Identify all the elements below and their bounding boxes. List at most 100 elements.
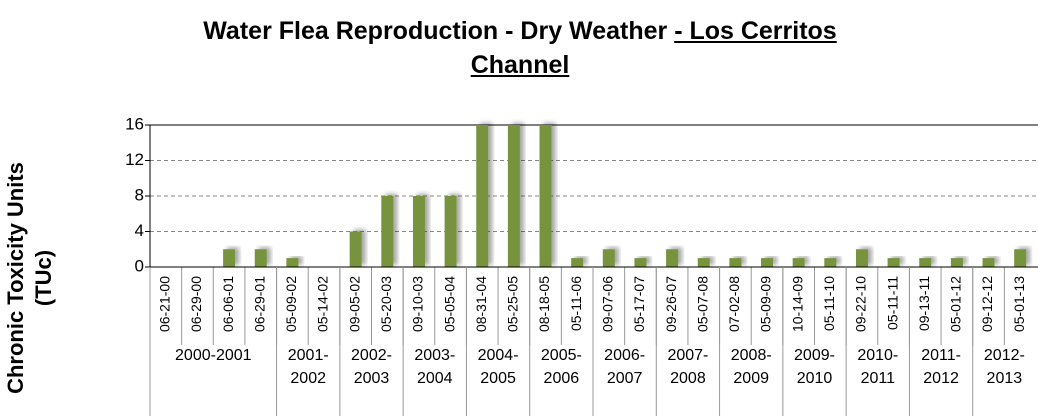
x-tick-label: 08-18-05 [536, 276, 552, 332]
group-label-line: 2013 [987, 370, 1023, 387]
bar [381, 196, 394, 267]
group-label-line: 2005- [541, 347, 582, 364]
x-tick-label: 09-07-06 [600, 276, 616, 332]
group-label-line: 2006 [544, 370, 580, 387]
bar [602, 249, 615, 267]
x-tick-label: 05-09-09 [758, 276, 774, 332]
bar [982, 258, 995, 267]
bar [1014, 249, 1027, 267]
group-label: 2003- 2004 [414, 347, 455, 387]
x-tick-label: 09-26-07 [663, 276, 679, 332]
group-label-line: 2007- [667, 347, 708, 364]
x-tick-label: 05-01-13 [1011, 276, 1027, 332]
bar [887, 258, 900, 267]
bar [254, 249, 267, 267]
bar [539, 125, 552, 267]
bar [824, 258, 837, 267]
group-label: 2005- 2006 [541, 347, 582, 387]
bar [476, 125, 489, 267]
x-tick-label: 06-29-01 [251, 276, 267, 332]
group-label-line: 2008- [731, 347, 772, 364]
group-label: 2001- 2002 [288, 347, 329, 387]
group-label: 2004- 2005 [478, 347, 519, 387]
group-label-line: 2009 [733, 370, 769, 387]
group-label-line: 2003 [354, 370, 390, 387]
group-label-line: 2001- [288, 347, 329, 364]
group-label-line: 2010 [797, 370, 833, 387]
bar [412, 196, 425, 267]
x-tick-label: 05-01-12 [948, 276, 964, 332]
bar [919, 258, 932, 267]
bar [507, 125, 520, 267]
x-tick-label: 06-21-00 [157, 276, 173, 332]
x-tick-label: 09-05-02 [346, 276, 362, 332]
x-tick-label: 06-29-00 [188, 276, 204, 332]
x-tick-label: 05-09-02 [283, 276, 299, 332]
bar [571, 258, 584, 267]
bar [855, 249, 868, 267]
x-tick-label: 10-14-09 [789, 276, 805, 332]
group-label-line: 2004 [417, 370, 453, 387]
group-label-line: 2002- [351, 347, 392, 364]
group-label-line: 2012- [984, 347, 1025, 364]
x-tick-label: 05-07-08 [694, 276, 710, 332]
x-tick-label: 05-11-10 [821, 276, 837, 331]
x-tick-label: 05-11-11 [884, 276, 900, 330]
x-tick-label: 07-02-08 [726, 276, 742, 332]
x-tick-label: 09-13-11 [916, 276, 932, 331]
bar [349, 231, 362, 267]
group-label: 2006- 2007 [604, 347, 645, 387]
x-tick-label: 09-12-12 [979, 276, 995, 332]
bar [729, 258, 742, 267]
bar [950, 258, 963, 267]
group-label-line: 2003- [414, 347, 455, 364]
group-label-line: 2004- [478, 347, 519, 364]
title-part: Water Flea Reproduction - Dry Weather [203, 17, 675, 45]
bar [666, 249, 679, 267]
bar [444, 196, 457, 267]
x-tick-label: 05-05-04 [441, 276, 457, 332]
group-label: 2000-2001 [175, 347, 252, 364]
group-label: 2007- 2008 [667, 347, 708, 387]
x-tick-label: 05-25-05 [505, 276, 521, 332]
chart-title: Water Flea Reproduction - Dry Weather - … [170, 14, 870, 82]
x-tick-label: 05-17-07 [631, 276, 647, 332]
bar [223, 249, 236, 267]
x-tick-label: 05-20-03 [378, 276, 394, 332]
group-label-line: 2002 [290, 370, 326, 387]
group-label: 2009- 2010 [794, 347, 835, 387]
group-label: 2011- 2012 [921, 347, 961, 387]
x-tick-label: 08-31-04 [473, 276, 489, 332]
y-tick-label: 16 [125, 114, 144, 133]
bar [792, 258, 805, 267]
group-label-line: 2011- [921, 347, 961, 364]
x-tick-label: 09-22-10 [853, 276, 869, 332]
group-label-line: 2010- [857, 347, 898, 364]
group-label: 2012- 2013 [984, 347, 1025, 387]
x-tick-label: 05-11-06 [568, 276, 584, 331]
group-label-line: 2012 [923, 370, 959, 387]
x-tick-label: 06-06-01 [220, 276, 236, 332]
bar [634, 258, 647, 267]
group-label: 2002- 2003 [351, 347, 392, 387]
group-label-line: 2006- [604, 347, 645, 364]
group-label: 2008- 2009 [731, 347, 772, 387]
bar [697, 258, 710, 267]
bar [286, 258, 299, 267]
group-label-line: 2008 [670, 370, 706, 387]
group-label: 2010- 2011 [857, 347, 898, 387]
group-label-line: 2011 [861, 370, 896, 387]
group-label-line: 2005 [480, 370, 516, 387]
group-label-line: 2007 [607, 370, 643, 387]
group-label-line: 2009- [794, 347, 835, 364]
x-tick-label: 05-14-02 [315, 276, 331, 332]
y-tick-label: 4 [135, 221, 144, 240]
y-tick-label: 0 [135, 256, 144, 275]
bar [761, 258, 774, 267]
y-tick-label: 12 [125, 150, 144, 169]
y-tick-label: 8 [135, 185, 144, 204]
title-part: - Los Cerritos Channel [470, 17, 837, 79]
x-tick-label: 09-10-03 [410, 276, 426, 332]
